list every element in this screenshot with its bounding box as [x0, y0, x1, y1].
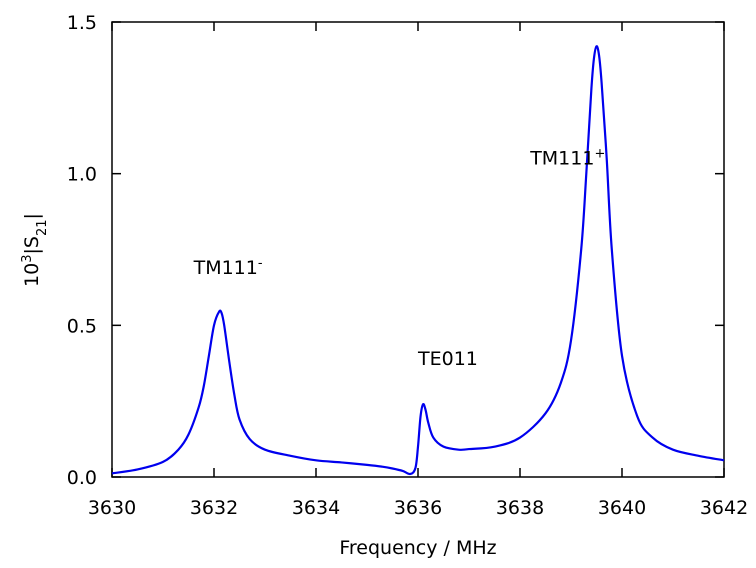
x-tick-label: 3632 [190, 497, 238, 519]
y-axis-title-sub: 21 [35, 219, 50, 236]
plot-frame [111, 21, 725, 478]
axis-ticks [111, 21, 725, 478]
x-tick-label: 3630 [88, 497, 136, 519]
y-axis-title-end: | [21, 213, 43, 219]
x-tick-label: 3634 [292, 497, 340, 519]
peak-annotation-sup: - [258, 255, 263, 270]
tick-labels: 3630 3632 3634 3636 3638 3640 3642 0.0 0.5 1.0 1.5 [67, 12, 748, 519]
y-axis-title: 103|S21| [20, 213, 50, 287]
y-tick-label: 0.5 [67, 315, 97, 337]
series-line [111, 45, 725, 476]
y-axis-title-base: 10 [21, 263, 43, 287]
peak-annotation-label: TM111 [193, 257, 258, 279]
y-tick-label: 1.5 [67, 12, 97, 34]
y-tick-label: 1.0 [67, 164, 97, 186]
peak-annotation-sup: + [594, 146, 605, 161]
x-tick-label: 3638 [496, 497, 544, 519]
y-axis-title-mid: |S [21, 236, 43, 254]
y-tick-label: 0.0 [67, 467, 97, 489]
peak-annotation: TM111- [193, 255, 263, 279]
x-axis-title: Frequency / MHz [339, 537, 496, 559]
peak-annotation-label: TM111 [529, 148, 594, 170]
x-tick-label: 3640 [598, 497, 646, 519]
y-axis-title-exp: 3 [20, 254, 35, 262]
x-tick-label: 3636 [394, 497, 442, 519]
x-tick-label: 3642 [700, 497, 748, 519]
peak-annotation: TM111+ [529, 146, 605, 170]
peak-annotation-label: TE011 [417, 348, 478, 370]
peak-annotation: TE011 [417, 348, 478, 370]
